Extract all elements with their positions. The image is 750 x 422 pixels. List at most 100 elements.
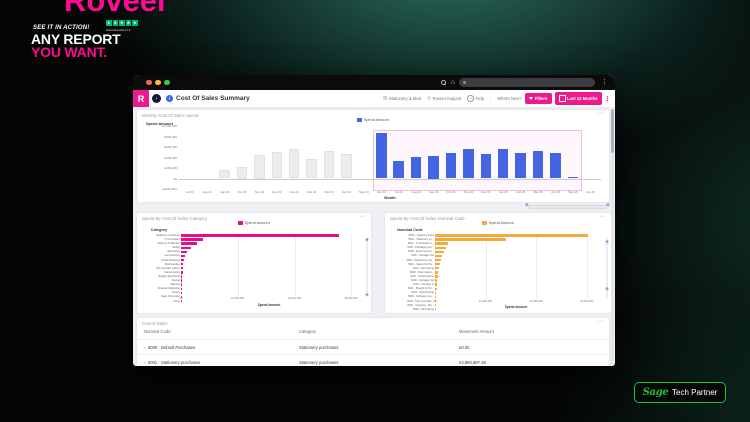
bar-row: Sub Contract Labour <box>142 267 357 270</box>
bar-may-25[interactable] <box>567 176 579 179</box>
bar-delivery-collection[interactable] <box>181 242 197 245</box>
bar-5101-carriage-out[interactable] <box>435 254 443 258</box>
bar-6201-advertising[interactable] <box>435 267 440 270</box>
bar-6252-advertising[interactable] <box>435 307 437 311</box>
close-window-icon[interactable] <box>146 79 152 86</box>
table-row[interactable]: › 5000 - Default Purchases Stationery purc… <box>137 339 609 354</box>
bar-feb-24[interactable] <box>306 158 317 179</box>
bar-row: 5001 - Stationery pu... <box>390 238 597 241</box>
bar-sales-promotion[interactable] <box>181 295 183 299</box>
chart-range-slider[interactable]: ◈ ◈ <box>525 201 610 209</box>
dashboard-scrollbar[interactable] <box>610 109 614 364</box>
window-controls[interactable] <box>146 79 170 86</box>
header-menu-icon[interactable]: ⋮ <box>604 95 611 103</box>
bar-feb-25[interactable] <box>515 152 526 179</box>
bar-5002-it-hardware-p-[interactable] <box>435 242 449 245</box>
bar-5008-external-cons-[interactable] <box>435 250 444 254</box>
bar-5200-opening-stock[interactable] <box>435 234 589 237</box>
bar-mar-25[interactable] <box>532 151 544 179</box>
bar-aug-24[interactable] <box>410 156 422 179</box>
bar-row: 6002 - Sub Contracto... <box>407 299 437 303</box>
bar-apr-24[interactable] <box>341 154 352 179</box>
bar-sep-24[interactable] <box>428 156 439 179</box>
bar-5103-carriage-out[interactable] <box>435 279 438 282</box>
bar-advertising[interactable] <box>181 250 188 254</box>
bar-website[interactable] <box>181 283 183 286</box>
period-button[interactable]: Last 12 Months <box>554 92 602 105</box>
bar-6900-direct-labou-[interactable] <box>435 271 439 274</box>
bar-mar-24[interactable] <box>323 150 335 179</box>
bar-jan-24[interactable] <box>288 149 300 179</box>
bar-oct-24[interactable] <box>445 152 457 179</box>
panel-scrollbar[interactable] <box>605 237 608 299</box>
panel-menu-icon[interactable]: ⋯ <box>597 319 604 325</box>
address-bar[interactable] <box>459 78 595 87</box>
bar-it-purchases[interactable] <box>181 238 203 241</box>
collapse-sidebar-icon[interactable]: › <box>152 94 161 103</box>
bar-merchandise[interactable] <box>181 262 184 266</box>
info-icon[interactable]: i <box>166 95 173 102</box>
scroll-handle-bottom[interactable]: ◈ <box>605 286 609 292</box>
bar-dec-24[interactable] <box>480 154 491 179</box>
bar-strategic-marketing[interactable] <box>181 287 183 290</box>
bar-sep-23[interactable] <box>219 169 230 179</box>
bar-5201-sales-purcha-[interactable] <box>435 262 441 266</box>
bar-6002-sub-contracto-[interactable] <box>435 299 437 303</box>
scrollbar-thumb[interactable] <box>610 109 614 153</box>
browser-menu-icon[interactable]: ⋮ <box>601 79 608 86</box>
bar-6903-cleaning-wa-[interactable] <box>435 303 437 307</box>
panel-scrollbar[interactable] <box>365 237 368 295</box>
bar-commissions[interactable] <box>181 254 185 258</box>
bar-sundry[interactable] <box>181 291 183 294</box>
scroll-handle-bottom[interactable]: ◈ <box>365 292 369 298</box>
bar-display-advertising[interactable] <box>181 275 183 278</box>
bar-sub-contract-labour[interactable] <box>181 267 183 270</box>
app-logo[interactable]: R <box>133 90 149 107</box>
expand-row-icon[interactable]: › <box>144 344 146 350</box>
bar-design[interactable] <box>181 279 183 282</box>
bar-5100-packaging-pur-[interactable] <box>435 246 446 249</box>
panel-menu-icon[interactable]: ⋯ <box>599 214 606 220</box>
bar-jan-25[interactable] <box>497 148 509 179</box>
bar-5001-stationery-pu-[interactable] <box>435 238 506 241</box>
minimize-window-icon[interactable] <box>155 79 161 86</box>
bar-nov-24[interactable] <box>463 149 474 179</box>
filters-button[interactable]: Filters <box>524 93 552 104</box>
star-icon: ★ <box>106 19 112 26</box>
panel-menu-icon[interactable]: ⋯ <box>359 214 366 220</box>
bar-6275-sponsorship[interactable] <box>435 291 437 294</box>
home-icon[interactable]: ⌂ <box>450 79 455 86</box>
bar-jun-24[interactable] <box>376 132 387 179</box>
bar-stock[interactable] <box>181 299 183 303</box>
maximize-window-icon[interactable] <box>164 79 170 86</box>
bar-5104-carriage-in[interactable] <box>435 283 437 286</box>
x-tick: Nov 24 <box>463 190 474 194</box>
panel-menu-icon[interactable]: ⋯ <box>597 111 604 117</box>
bar-stationery-and-news[interactable] <box>181 234 339 237</box>
table-row[interactable]: › 5001 - Stationery purchases Stationery p… <box>137 354 609 366</box>
bar-apr-25[interactable] <box>550 153 561 179</box>
bar-public-relations[interactable] <box>181 258 184 262</box>
bar-6905-software-lice-[interactable] <box>435 295 437 299</box>
search-icon[interactable] <box>441 80 447 86</box>
slider-handle-right[interactable]: ◈ <box>606 201 610 208</box>
bar-jul-24[interactable] <box>393 161 404 179</box>
header-item-what-s-new-[interactable]: What's New? <box>497 96 522 101</box>
scroll-handle-top[interactable]: ◈ <box>365 237 369 243</box>
bar-row: Stock <box>173 299 183 303</box>
scroll-handle-top[interactable]: ◈ <box>605 239 609 245</box>
expand-row-icon[interactable]: › <box>144 359 146 365</box>
bar-6904-warehouse-sal-[interactable] <box>435 258 442 262</box>
header-item-roveel-support[interactable]: ◎ Roveel Support <box>427 95 462 101</box>
header-item-stationery-mart[interactable]: ▤ Stationery & Mart <box>383 95 422 101</box>
header-item-help[interactable]: ? Help <box>467 95 484 102</box>
bar-5202-bought-in-pro-[interactable] <box>435 287 437 290</box>
bar-safety[interactable] <box>181 246 192 249</box>
bar-oct-23[interactable] <box>236 166 248 179</box>
bar-nov-23[interactable] <box>254 154 265 179</box>
bar-subscriptions[interactable] <box>181 271 183 274</box>
bar-dec-23[interactable] <box>271 151 282 179</box>
bar-5102-subscriptions[interactable] <box>435 275 438 278</box>
slider-track[interactable] <box>528 204 607 209</box>
slider-handle-left[interactable]: ◈ <box>525 201 529 208</box>
